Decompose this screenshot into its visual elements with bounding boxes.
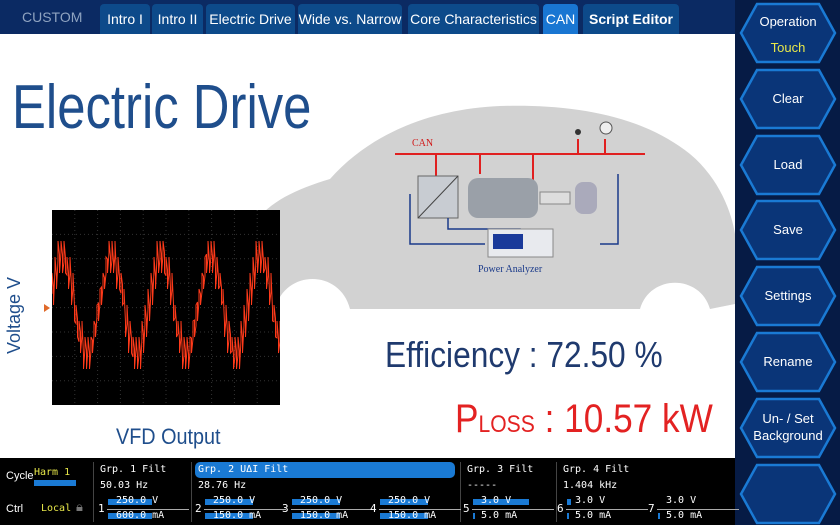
current-range: 5.0 mA <box>481 510 517 521</box>
current-range: 600.0 mA <box>116 510 164 521</box>
car-diagram: CAN Power Analyzer <box>240 94 735 324</box>
group-frequency: 28.76 Hz <box>198 480 246 491</box>
efficiency-readout: Efficiency : 72.50 % <box>385 334 663 376</box>
cycle-progress-bar <box>34 480 76 486</box>
group-header[interactable]: Grp. 2 UΔI Filt <box>198 464 288 475</box>
blank-button[interactable] <box>739 463 837 523</box>
tab-core-characteristics[interactable]: Core Characteristics <box>408 4 539 34</box>
current-range: 150.0 mA <box>388 510 436 521</box>
clear-label: Clear <box>739 91 837 107</box>
voltage-range: 3.0 V <box>481 495 511 506</box>
ploss-subscript: LOSS <box>478 411 534 438</box>
save-button[interactable]: Save <box>739 199 837 259</box>
load-label: Load <box>739 157 837 173</box>
current-range: 150.0 mA <box>300 510 348 521</box>
trigger-marker-icon <box>44 304 50 312</box>
tab-can[interactable]: CAN <box>543 4 578 34</box>
background-label-1: Un- / Set <box>739 411 837 427</box>
current-bar <box>658 513 660 519</box>
group-header[interactable]: Grp. 4 Filt <box>563 464 629 475</box>
rename-button[interactable]: Rename <box>739 331 837 391</box>
voltage-trace <box>52 241 280 369</box>
scope-caption: VFD Output <box>116 424 221 450</box>
cycle-label: Cycle <box>6 470 34 482</box>
current-bar <box>473 513 475 519</box>
power-loss-readout: PLOSS : 10.57 kW <box>455 397 713 442</box>
clear-button[interactable]: Clear <box>739 68 837 128</box>
save-label: Save <box>739 222 837 238</box>
background-button[interactable]: Un- / Set Background <box>739 397 837 457</box>
ctrl-value: Local <box>41 503 71 514</box>
operation-button[interactable]: Operation Touch <box>739 2 837 62</box>
current-bar <box>567 513 569 519</box>
content-area: Electric Drive CAN Power Analyzer Voltag… <box>0 34 735 458</box>
group-frequency: 1.404 kHz <box>563 480 617 491</box>
voltage-range: 3.0 V <box>666 495 696 506</box>
ctrl-label: Ctrl <box>6 503 23 515</box>
lock-icon: 🔒︎ <box>76 500 83 515</box>
background-label-2: Background <box>739 428 837 444</box>
mode-label: CUSTOM <box>22 9 82 25</box>
oscilloscope-display <box>52 210 280 405</box>
scope-y-label: Voltage V <box>4 277 25 354</box>
sidebar: Operation Touch Clear Load Save Settings … <box>735 0 840 525</box>
tab-intro-1[interactable]: Intro I <box>100 4 150 34</box>
cycle-value[interactable]: Harm 1 <box>34 467 70 478</box>
torque-sensor <box>540 192 570 204</box>
voltage-range: 250.0 V <box>213 495 255 506</box>
voltage-range: 250.0 V <box>300 495 342 506</box>
current-range: 150.0 mA <box>213 510 261 521</box>
current-range: 5.0 mA <box>666 510 702 521</box>
tab-intro-2[interactable]: Intro II <box>152 4 203 34</box>
tab-electric-drive[interactable]: Electric Drive <box>206 4 295 34</box>
operation-label: Operation <box>739 14 837 30</box>
can-label: CAN <box>412 138 433 149</box>
group-header[interactable]: Grp. 1 Filt <box>100 464 166 475</box>
voltage-bar <box>567 499 571 505</box>
tab-script-editor[interactable]: Script Editor <box>583 4 679 34</box>
tab-wide-vs-narrow[interactable]: Wide vs. Narrow <box>298 4 402 34</box>
group-frequency: ----- <box>467 480 497 491</box>
power-analyzer-label: Power Analyzer <box>478 264 543 275</box>
voltage-range: 250.0 V <box>388 495 430 506</box>
ploss-value: : 10.57 kW <box>535 397 713 441</box>
top-bar: CUSTOM Intro I Intro II Electric Drive W… <box>0 0 735 34</box>
settings-button[interactable]: Settings <box>739 265 837 325</box>
status-bar: Cycle Harm 1 Ctrl Local 🔒︎ Grp. 1 Filt 5… <box>0 458 735 525</box>
gauge-icon <box>600 122 612 134</box>
load-machine <box>575 182 597 214</box>
voltage-range: 250.0 V <box>116 495 158 506</box>
group-frequency: 50.03 Hz <box>100 480 148 491</box>
voltage-range: 3.0 V <box>575 495 605 506</box>
settings-label: Settings <box>739 288 837 304</box>
ploss-symbol: P <box>455 397 478 441</box>
thermometer-icon <box>575 129 581 135</box>
operation-mode: Touch <box>739 40 837 56</box>
rename-label: Rename <box>739 354 837 370</box>
load-button[interactable]: Load <box>739 134 837 194</box>
current-range: 5.0 mA <box>575 510 611 521</box>
group-header[interactable]: Grp. 3 Filt <box>467 464 533 475</box>
motor <box>468 178 538 218</box>
